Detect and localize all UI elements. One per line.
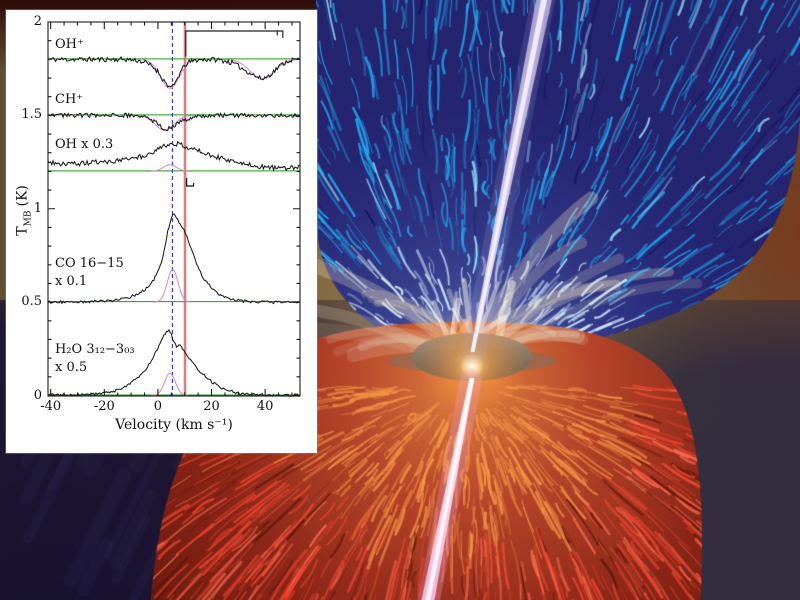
series-label-ohplus: OH⁺: [55, 37, 84, 52]
y-tick-label: 0: [33, 387, 42, 403]
series-label-chplus: CH⁺: [55, 92, 84, 107]
y-tick-label: 1: [33, 200, 42, 216]
spectra-plot-canvas: [6, 10, 317, 453]
y-tick-label: 0.5: [21, 294, 42, 310]
x-tick-label: 40: [256, 399, 274, 414]
x-tick-label: -40: [40, 399, 62, 414]
y-tick-label: 2: [33, 14, 42, 29]
spectra-inset-panel: 0 0.5 1 1.5 2 -40 -20 0 20 40 Velocity (…: [6, 10, 317, 453]
series-label-oh: OH x 0.3: [55, 137, 114, 152]
x-axis-title: Velocity (km s⁻¹): [115, 417, 233, 433]
y-axis-title: TMB(K): [14, 185, 34, 236]
x-tick-label: -20: [93, 399, 115, 414]
series-label-co: CO 16−15 x 0.1: [55, 256, 124, 289]
series-label-h2o: H₂O 3₁₂−3₀₃ x 0.5: [55, 342, 135, 375]
y-tick-label: 1.5: [21, 107, 42, 123]
x-tick-label: 20: [203, 399, 220, 414]
x-tick-label: 0: [153, 399, 163, 414]
